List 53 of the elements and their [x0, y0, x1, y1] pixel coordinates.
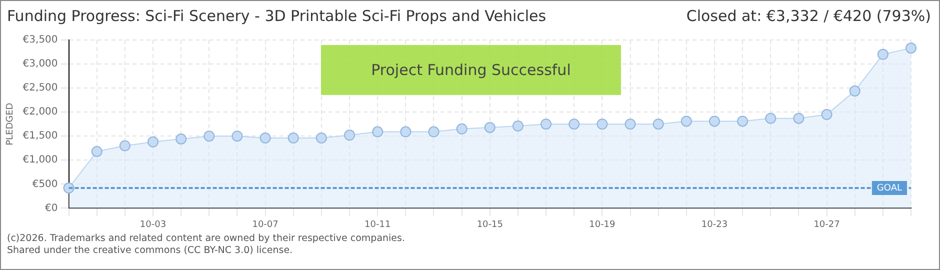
- chart-subtitle: Closed at: €3,332 / €420 (793%): [686, 7, 931, 27]
- point: [765, 112, 776, 124]
- point: [680, 116, 692, 127]
- point: [148, 136, 159, 148]
- x-tick-label: 10-03: [140, 220, 166, 230]
- point: [232, 130, 243, 142]
- point: [344, 130, 356, 141]
- banner-box: Project Funding Successful: [321, 45, 621, 95]
- x-tick-label: 10-19: [589, 220, 616, 230]
- text: (c)2026. Trademarks and related content are owned by their respective companies.: [7, 233, 406, 245]
- point: [456, 123, 468, 134]
- y-tick-label: €3,000: [22, 58, 58, 70]
- x-tick-label: 10-23: [701, 220, 728, 230]
- point: [708, 116, 720, 127]
- point: [624, 118, 636, 130]
- point: [288, 132, 299, 144]
- y-tick-label: €2,500: [22, 82, 58, 94]
- point: [540, 118, 552, 130]
- point: [512, 120, 524, 132]
- point: [63, 182, 74, 194]
- point: [372, 126, 384, 138]
- point: [316, 132, 327, 144]
- point: [906, 42, 916, 54]
- y-tick-label: €2,000: [22, 106, 58, 118]
- x-tick-label: 10-27: [814, 220, 840, 230]
- chart-title: Funding Progress: Sci-Fi Scenery - 3D Printable Sci-Fi Props and Vehicles: [7, 7, 546, 27]
- point: [484, 122, 496, 133]
- point: [596, 118, 608, 130]
- point: [91, 146, 102, 157]
- point: [877, 48, 888, 60]
- y-axis-title: PLEDGED: [6, 102, 16, 146]
- y-tick-label: €3,500: [22, 34, 58, 46]
- point: [821, 108, 832, 120]
- point: [119, 140, 130, 152]
- y-tick-label: €0: [45, 202, 58, 214]
- y-tick-label: €1,500: [22, 130, 58, 142]
- point: [204, 130, 215, 142]
- y-tick-label: €500: [32, 178, 58, 190]
- point: [428, 126, 440, 138]
- point: [400, 126, 412, 138]
- point: [793, 112, 804, 124]
- point: [260, 132, 271, 144]
- x-tick-label: 10-07: [252, 220, 278, 230]
- point: [176, 134, 187, 144]
- point: [568, 118, 580, 130]
- point: [652, 118, 664, 130]
- point: [849, 85, 860, 96]
- text: Shared under the creative commons (CC BY-NC 3.0) license.: [7, 245, 294, 257]
- x-tick-label: 10-15: [476, 220, 503, 230]
- y-tick-label: €1,000: [22, 154, 58, 166]
- x-tick-label: 10-11: [364, 220, 391, 230]
- ref-line-label: GOAL: [876, 183, 902, 194]
- point: [737, 116, 748, 127]
